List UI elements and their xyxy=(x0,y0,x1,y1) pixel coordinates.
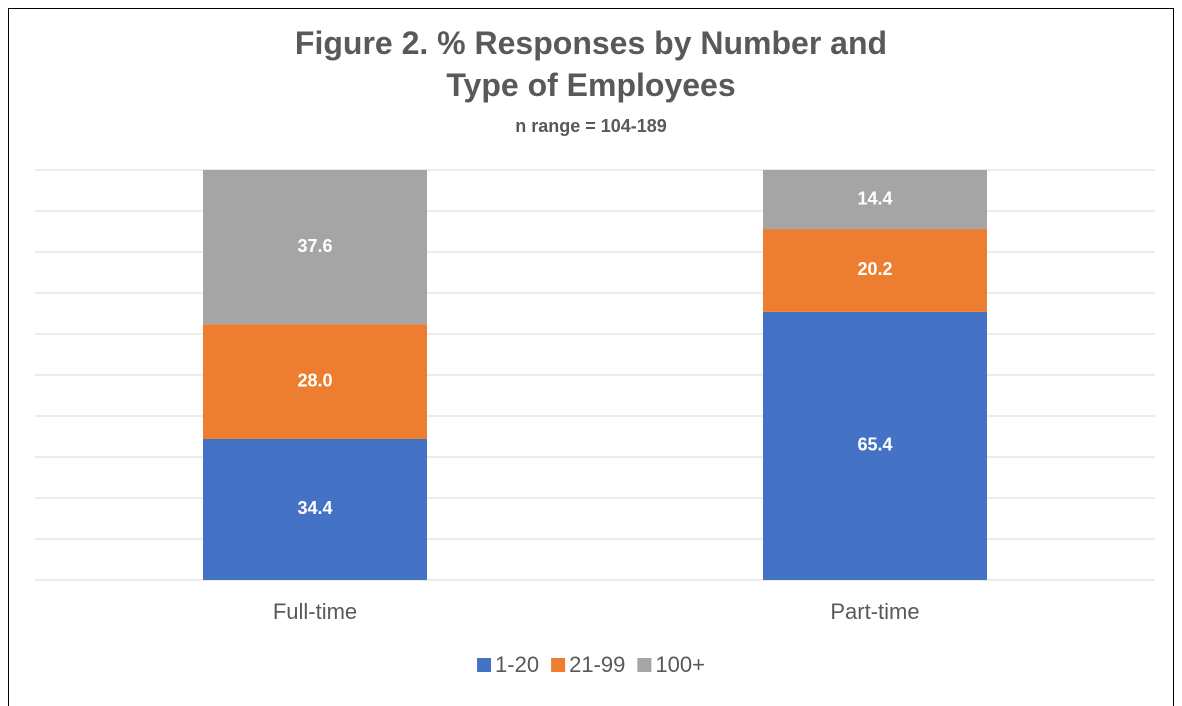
data-label: 65.4 xyxy=(857,435,892,455)
data-label: 20.2 xyxy=(857,259,892,279)
legend-swatch xyxy=(551,658,566,672)
bar-segment xyxy=(203,324,427,439)
legend-swatch xyxy=(637,658,652,672)
legend-label: 1-20 xyxy=(495,652,539,677)
legend-label: 100+ xyxy=(655,652,705,677)
data-label: 14.4 xyxy=(857,188,892,208)
x-tick-label: Part-time xyxy=(830,599,919,624)
x-tick-label: Full-time xyxy=(273,599,357,624)
bar-segment xyxy=(203,170,427,325)
legend-label: 21-99 xyxy=(569,652,625,677)
chart-title: Figure 2. % Responses by Number and Type… xyxy=(294,25,888,103)
bar-segment xyxy=(763,170,987,230)
bar-segment xyxy=(203,438,427,580)
data-label: 34.4 xyxy=(297,498,332,518)
bar-segment xyxy=(763,311,987,580)
data-label: 28.0 xyxy=(297,370,332,390)
legend-swatch xyxy=(477,658,492,672)
data-label: 37.6 xyxy=(297,236,332,256)
chart-frame xyxy=(8,8,1174,706)
bar-segment xyxy=(763,229,987,312)
chart-subtitle: n range = 104-189 xyxy=(515,116,667,136)
